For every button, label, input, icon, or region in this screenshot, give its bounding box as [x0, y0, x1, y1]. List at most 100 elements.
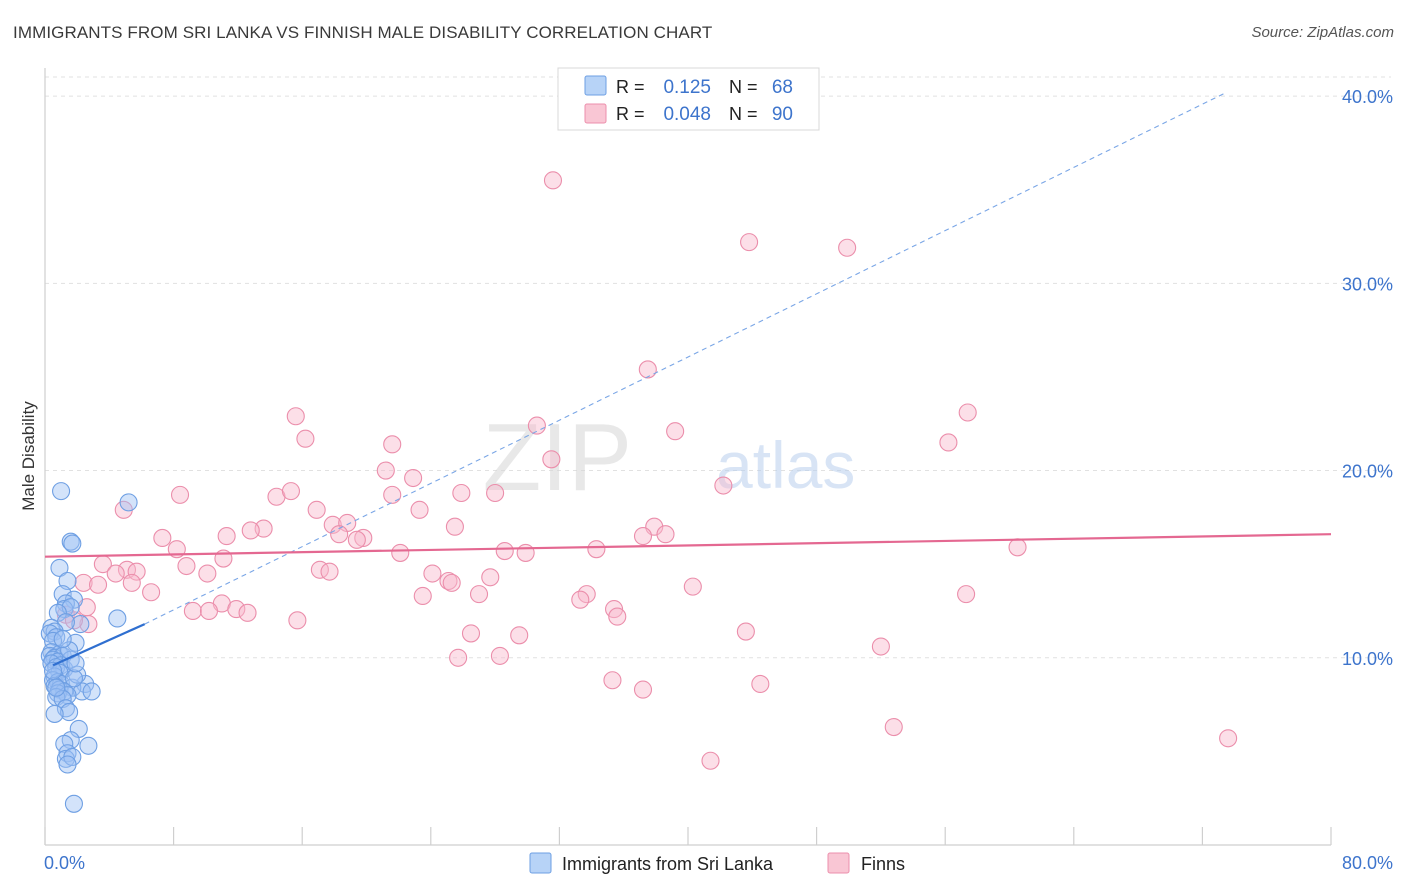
finns-point [633, 527, 653, 546]
sri-lanka-trend-line-extension [144, 91, 1227, 625]
finns-point [199, 601, 219, 621]
sri-lanka-point [50, 558, 69, 577]
source-label: Source: ZipAtlas.com [1251, 24, 1394, 41]
stats-n-value-sri-lanka: 68 [772, 77, 793, 98]
finns-point [958, 403, 977, 422]
stats-legend: R = 0.125 N = 68 R = 0.048 N = 90 [557, 67, 820, 131]
sri-lanka-point [63, 534, 82, 553]
finns-point [714, 476, 733, 495]
finns-point [286, 407, 305, 426]
finns-point [423, 564, 442, 583]
axes [44, 68, 1331, 846]
finns-point [238, 603, 257, 622]
finns-point [603, 671, 622, 690]
sri-lanka-point [82, 682, 101, 701]
finns-point [376, 461, 395, 480]
y-axis-title: Male Disability [19, 401, 38, 511]
sri-lanka-point [108, 609, 127, 628]
finns-point [1008, 538, 1027, 557]
finns-point [288, 611, 307, 630]
y-tick-label: 40.0% [1342, 87, 1393, 107]
finns-point [751, 674, 770, 694]
finns-point [307, 500, 326, 519]
finns-point [413, 586, 432, 606]
sri-lanka-point [64, 669, 83, 688]
stats-n-value-finns: 90 [772, 104, 793, 125]
finns-point [127, 562, 146, 581]
finns-point [410, 500, 429, 519]
stats-r-value-sri-lanka: 0.125 [663, 77, 711, 98]
stats-r-value-finns: 0.048 [663, 104, 711, 125]
sri-lanka-trend-line [52, 623, 146, 667]
y-tick-label: 10.0% [1342, 649, 1393, 669]
sri-lanka-point [72, 682, 92, 701]
sri-lanka-point [71, 615, 90, 634]
finns-point [241, 521, 260, 540]
series-legend: Immigrants from Sri Lanka Finns [529, 852, 905, 874]
finns-point [177, 556, 196, 576]
finns-point [638, 360, 657, 379]
finns-point [608, 607, 627, 626]
finns-point [838, 238, 857, 257]
legend-swatch-finns [827, 852, 850, 874]
finns-point [452, 483, 471, 503]
finns-point [323, 515, 342, 534]
finns-point [871, 637, 890, 656]
legend-swatch-sri-lanka [529, 852, 552, 874]
sri-lanka-point [45, 704, 64, 723]
finns-point [404, 468, 423, 488]
finns-point [542, 450, 561, 469]
finns-point [88, 575, 108, 594]
grid [45, 76, 1391, 659]
finns-point [142, 583, 161, 602]
stats-swatch-finns [584, 103, 607, 124]
finns-point [490, 646, 509, 665]
finns-point [884, 717, 903, 737]
finns-point [170, 485, 190, 504]
sri-lanka-point [119, 493, 138, 512]
finns-point [495, 542, 514, 561]
finns-point [510, 626, 529, 645]
finns-points [56, 171, 1238, 770]
sri-lanka-point [79, 736, 98, 755]
finns-trend-line [44, 533, 1332, 558]
finns-point [481, 568, 500, 587]
finns-point [633, 680, 653, 699]
finns-point [281, 482, 300, 501]
finns-point [736, 622, 755, 641]
y-tick-labels: 10.0% 20.0% 30.0% 40.0% [1342, 87, 1393, 669]
sri-lanka-point [60, 703, 79, 722]
finns-point [740, 233, 759, 252]
finns-point [383, 485, 402, 504]
finns-point [183, 601, 202, 621]
chart-title: IMMIGRANTS FROM SRI LANKA VS FINNISH MAL… [13, 23, 713, 42]
finns-point [449, 648, 468, 667]
finns-point [442, 573, 461, 592]
finns-point [347, 530, 366, 549]
y-tick-label: 30.0% [1342, 274, 1393, 294]
finns-point [701, 751, 720, 770]
finns-point [106, 564, 125, 583]
legend-label-finns: Finns [861, 854, 905, 874]
finns-point [74, 573, 93, 592]
finns-point [383, 435, 402, 454]
finns-point [445, 517, 464, 536]
finns-point [122, 573, 141, 592]
stats-r-label-1: R = [616, 77, 645, 97]
finns-point [516, 543, 535, 562]
finns-point [330, 525, 349, 544]
finns-point [227, 600, 246, 619]
y-tick-label: 20.0% [1342, 462, 1393, 482]
finns-point [439, 571, 458, 591]
finns-point [527, 416, 546, 435]
finns-point [469, 585, 489, 604]
finns-point [217, 527, 236, 546]
finns-point [354, 528, 373, 547]
legend-label-sri-lanka: Immigrants from Sri Lanka [562, 854, 774, 874]
finns-point [939, 433, 958, 452]
finns-point [666, 422, 685, 441]
finns-point [461, 624, 481, 643]
stats-n-label-1: N = [729, 77, 758, 97]
